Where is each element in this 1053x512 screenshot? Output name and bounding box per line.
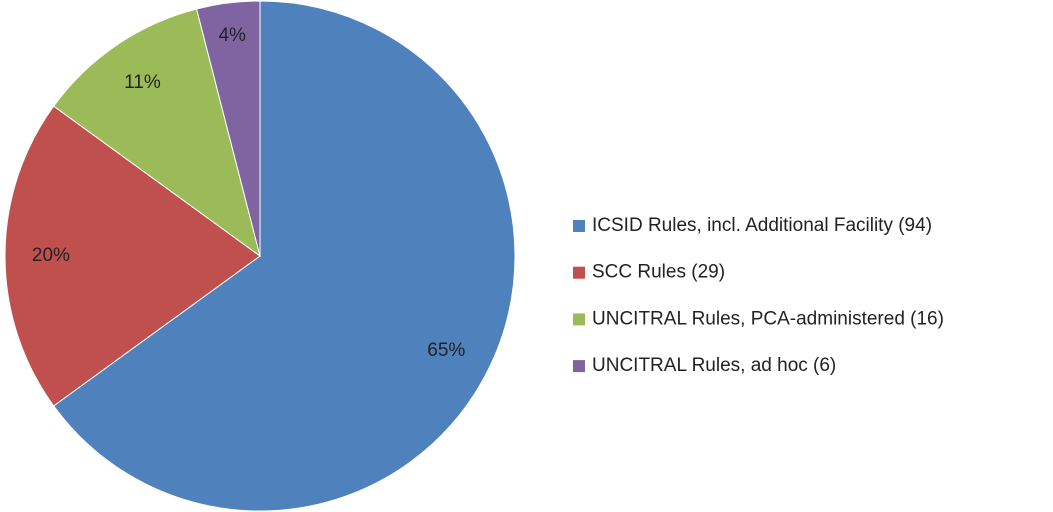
legend-label: ICSID Rules, incl. Additional Facility (… [592, 215, 932, 236]
legend-label: UNCITRAL Rules, ad hoc (6) [592, 355, 836, 376]
pie-slice [195, 0, 261, 257]
pie-slice [53, 8, 261, 258]
legend-swatch [573, 313, 585, 326]
data-label: 20% [32, 245, 70, 266]
legend-swatch [573, 266, 585, 279]
legend-label: UNCITRAL Rules, PCA-administered (16) [592, 308, 944, 329]
pie-slice [53, 0, 516, 512]
pie-slice [4, 105, 261, 407]
data-label: 65% [427, 340, 465, 361]
data-label: 11% [124, 72, 161, 93]
legend-swatch [573, 220, 585, 232]
legend-swatch [573, 360, 585, 373]
data-label: 4% [218, 25, 246, 46]
legend-label: SCC Rules (29) [592, 262, 725, 283]
